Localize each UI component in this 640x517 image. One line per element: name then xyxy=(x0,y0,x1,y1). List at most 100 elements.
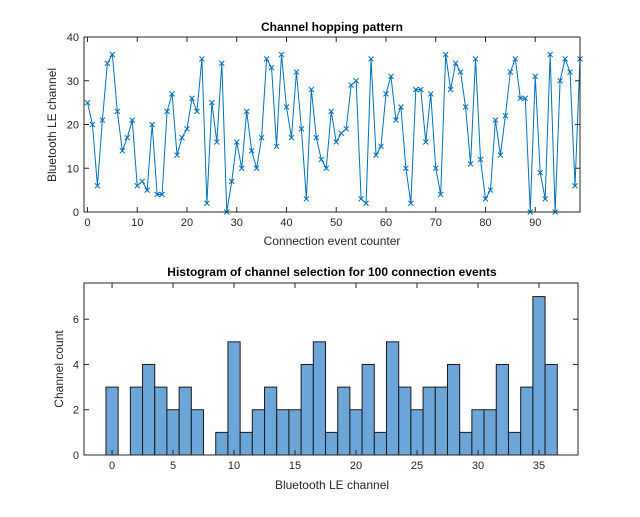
histogram-bar xyxy=(337,386,351,456)
y-axis-label: Channel count xyxy=(52,330,66,408)
data-point-marker xyxy=(204,200,210,207)
y-tick-label: 2 xyxy=(73,405,79,417)
histogram-bar xyxy=(520,386,534,456)
data-point-marker xyxy=(497,152,504,158)
data-point-marker xyxy=(452,60,459,67)
histogram-bar xyxy=(190,409,205,456)
data-point-marker xyxy=(567,69,573,75)
data-point-marker xyxy=(487,187,494,193)
data-point-marker xyxy=(233,139,240,145)
x-axis-label: Bluetooth LE channel xyxy=(275,478,389,492)
data-point-marker xyxy=(398,104,404,110)
data-point-marker xyxy=(293,69,300,75)
histogram-bar xyxy=(507,431,522,456)
histogram-bar xyxy=(215,431,229,456)
data-point-marker xyxy=(407,200,414,207)
histogram-bar xyxy=(276,409,290,456)
histogram-bar xyxy=(325,431,339,456)
data-point-marker xyxy=(99,117,106,123)
x-tick-label: 0 xyxy=(84,217,90,229)
data-point-marker xyxy=(159,191,165,198)
data-point-marker xyxy=(84,99,91,106)
data-point-marker xyxy=(542,196,549,202)
data-point-marker xyxy=(179,134,185,141)
y-tick-label: 4 xyxy=(73,359,79,371)
histogram-bar xyxy=(495,363,509,456)
data-point-marker xyxy=(512,56,519,62)
data-point-marker xyxy=(363,200,369,207)
histogram-bar xyxy=(459,431,473,456)
data-point-marker xyxy=(442,51,449,58)
data-point-marker xyxy=(517,95,524,102)
data-point-marker xyxy=(333,139,340,145)
y-tick-label: 0 xyxy=(73,207,79,219)
histogram-bar xyxy=(154,386,168,456)
data-point-marker xyxy=(412,86,419,93)
data-point-marker xyxy=(348,82,355,88)
histogram-bar xyxy=(483,409,497,456)
data-point-marker xyxy=(457,69,464,75)
x-tick-label: 80 xyxy=(479,217,491,229)
histogram-bar xyxy=(532,296,546,456)
data-point-marker xyxy=(288,134,295,141)
histogram-axes: Histogram of channel selection for 100 c… xyxy=(52,265,579,492)
histogram-bar xyxy=(385,341,400,456)
data-point-marker xyxy=(213,139,220,145)
histogram-bar xyxy=(288,409,302,456)
data-point-marker xyxy=(507,69,514,75)
data-point-marker xyxy=(184,126,190,132)
histogram-bar xyxy=(312,341,327,456)
data-point-marker xyxy=(283,104,290,110)
x-tick-label: 50 xyxy=(330,217,342,229)
data-point-marker xyxy=(189,95,195,102)
data-point-marker xyxy=(388,73,394,80)
x-tick-label: 70 xyxy=(430,217,442,229)
x-tick-label: 30 xyxy=(472,460,484,472)
histogram-bar xyxy=(239,431,253,456)
data-point-marker xyxy=(253,165,260,172)
histogram-bar xyxy=(434,386,448,456)
line-chart-axes: Channel hopping pattern Connection event… xyxy=(45,20,583,248)
data-point-marker xyxy=(134,182,141,189)
histogram-bar xyxy=(349,409,363,456)
data-series-line xyxy=(86,52,581,213)
data-point-marker xyxy=(427,91,434,97)
histogram-bar xyxy=(398,386,412,456)
histogram-bar xyxy=(300,363,314,456)
data-point-marker xyxy=(472,56,479,62)
histogram-bar xyxy=(373,431,387,456)
data-point-marker xyxy=(447,86,454,93)
data-point-marker xyxy=(393,117,399,123)
data-point-marker xyxy=(492,117,499,123)
data-point-marker xyxy=(378,143,384,150)
data-point-marker xyxy=(174,152,180,158)
data-point-marker xyxy=(199,56,205,62)
x-tick-label: 20 xyxy=(181,217,193,229)
histogram-bar xyxy=(422,386,436,456)
data-point-marker xyxy=(323,165,330,172)
histogram-bar xyxy=(227,341,241,456)
data-point-marker xyxy=(432,165,439,172)
x-axis-label: Connection event counter xyxy=(264,234,401,248)
data-point-marker xyxy=(263,56,270,62)
y-tick-label: 40 xyxy=(67,32,79,44)
data-point-marker xyxy=(114,108,121,115)
chart-title: Channel hopping pattern xyxy=(261,20,403,34)
x-tick-label: 10 xyxy=(228,460,240,472)
histogram-bar xyxy=(178,386,192,456)
data-point-marker xyxy=(308,86,315,93)
plot-area xyxy=(84,37,580,212)
data-point-marker xyxy=(328,108,335,115)
data-point-marker xyxy=(373,152,379,158)
data-point-marker xyxy=(477,156,484,163)
y-tick-label: 20 xyxy=(67,120,79,132)
axes-box xyxy=(83,282,579,456)
data-point-marker xyxy=(248,147,255,154)
x-tick-label: 35 xyxy=(533,460,545,472)
data-point-marker xyxy=(298,126,305,132)
data-point-marker xyxy=(417,86,424,93)
x-tick-label: 15 xyxy=(289,460,301,472)
data-point-marker xyxy=(353,77,359,84)
data-point-marker xyxy=(169,91,175,97)
histogram-bar xyxy=(142,363,156,456)
